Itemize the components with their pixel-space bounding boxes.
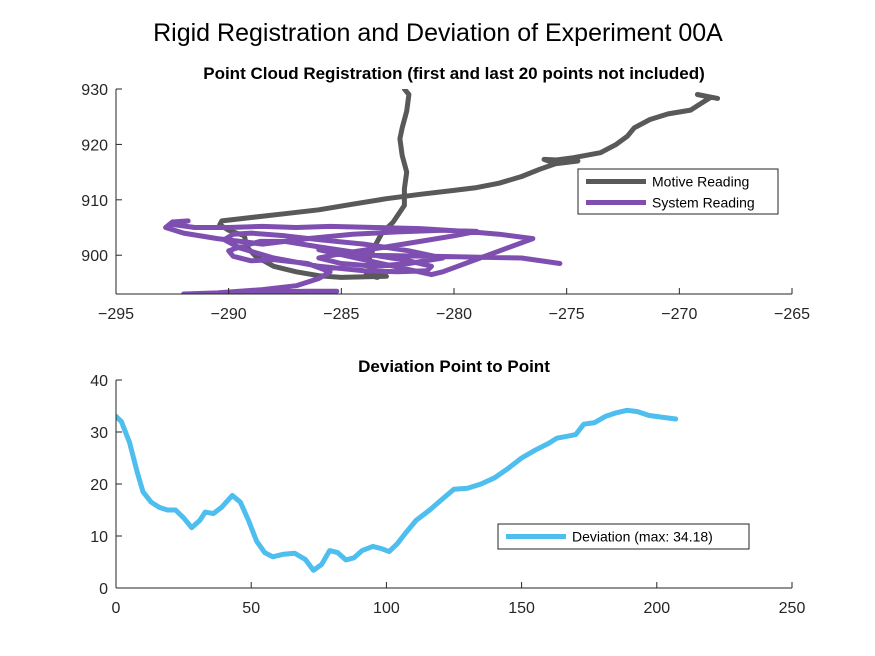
y-tick-label: 900	[81, 248, 108, 265]
legend: Motive Reading System Reading	[577, 168, 779, 215]
legend-label: System Reading	[652, 195, 755, 211]
legend-label: Motive Reading	[652, 174, 749, 190]
x-tick-label: −265	[774, 306, 810, 323]
legend: Deviation (max: 34.18)	[497, 523, 750, 550]
axes-title: Point Cloud Registration (first and last…	[203, 64, 705, 83]
x-tick-label: 100	[373, 600, 400, 617]
series-line-system-reading	[163, 218, 563, 294]
axes-title: Deviation Point to Point	[358, 357, 550, 376]
y-tick-label: 0	[99, 581, 108, 598]
x-tick-label: −290	[211, 306, 247, 323]
point-cloud-registration-axes: Point Cloud Registration (first and last…	[81, 64, 810, 323]
y-tick-label: 10	[90, 529, 108, 546]
x-tick-label: −280	[436, 306, 472, 323]
x-tick-label: 0	[112, 600, 121, 617]
series-line-deviation-max-34-18	[116, 407, 679, 573]
series-line-motive-reading	[217, 89, 721, 280]
x-tick-label: 250	[779, 600, 806, 617]
y-tick-label: 910	[81, 193, 108, 210]
y-tick-label: 920	[81, 137, 108, 154]
x-tick-label: 50	[242, 600, 260, 617]
x-tick-label: −295	[98, 306, 134, 323]
y-tick-label: 30	[90, 425, 108, 442]
x-tick-label: −285	[323, 306, 359, 323]
deviation-axes: Deviation Point to Point 0 50 100 150 200 250 0…	[90, 357, 805, 617]
legend-label: Deviation (max: 34.18)	[572, 529, 713, 545]
y-tick-label: 930	[81, 82, 108, 99]
x-tick-label: −275	[549, 306, 585, 323]
x-tick-label: −270	[661, 306, 697, 323]
x-tick-label: 200	[643, 600, 670, 617]
figure-title: Rigid Registration and Deviation of Expe…	[153, 19, 723, 47]
y-tick-label: 40	[90, 373, 108, 390]
x-tick-label: 150	[508, 600, 535, 617]
y-tick-label: 20	[90, 477, 108, 494]
legend-box	[577, 168, 779, 215]
